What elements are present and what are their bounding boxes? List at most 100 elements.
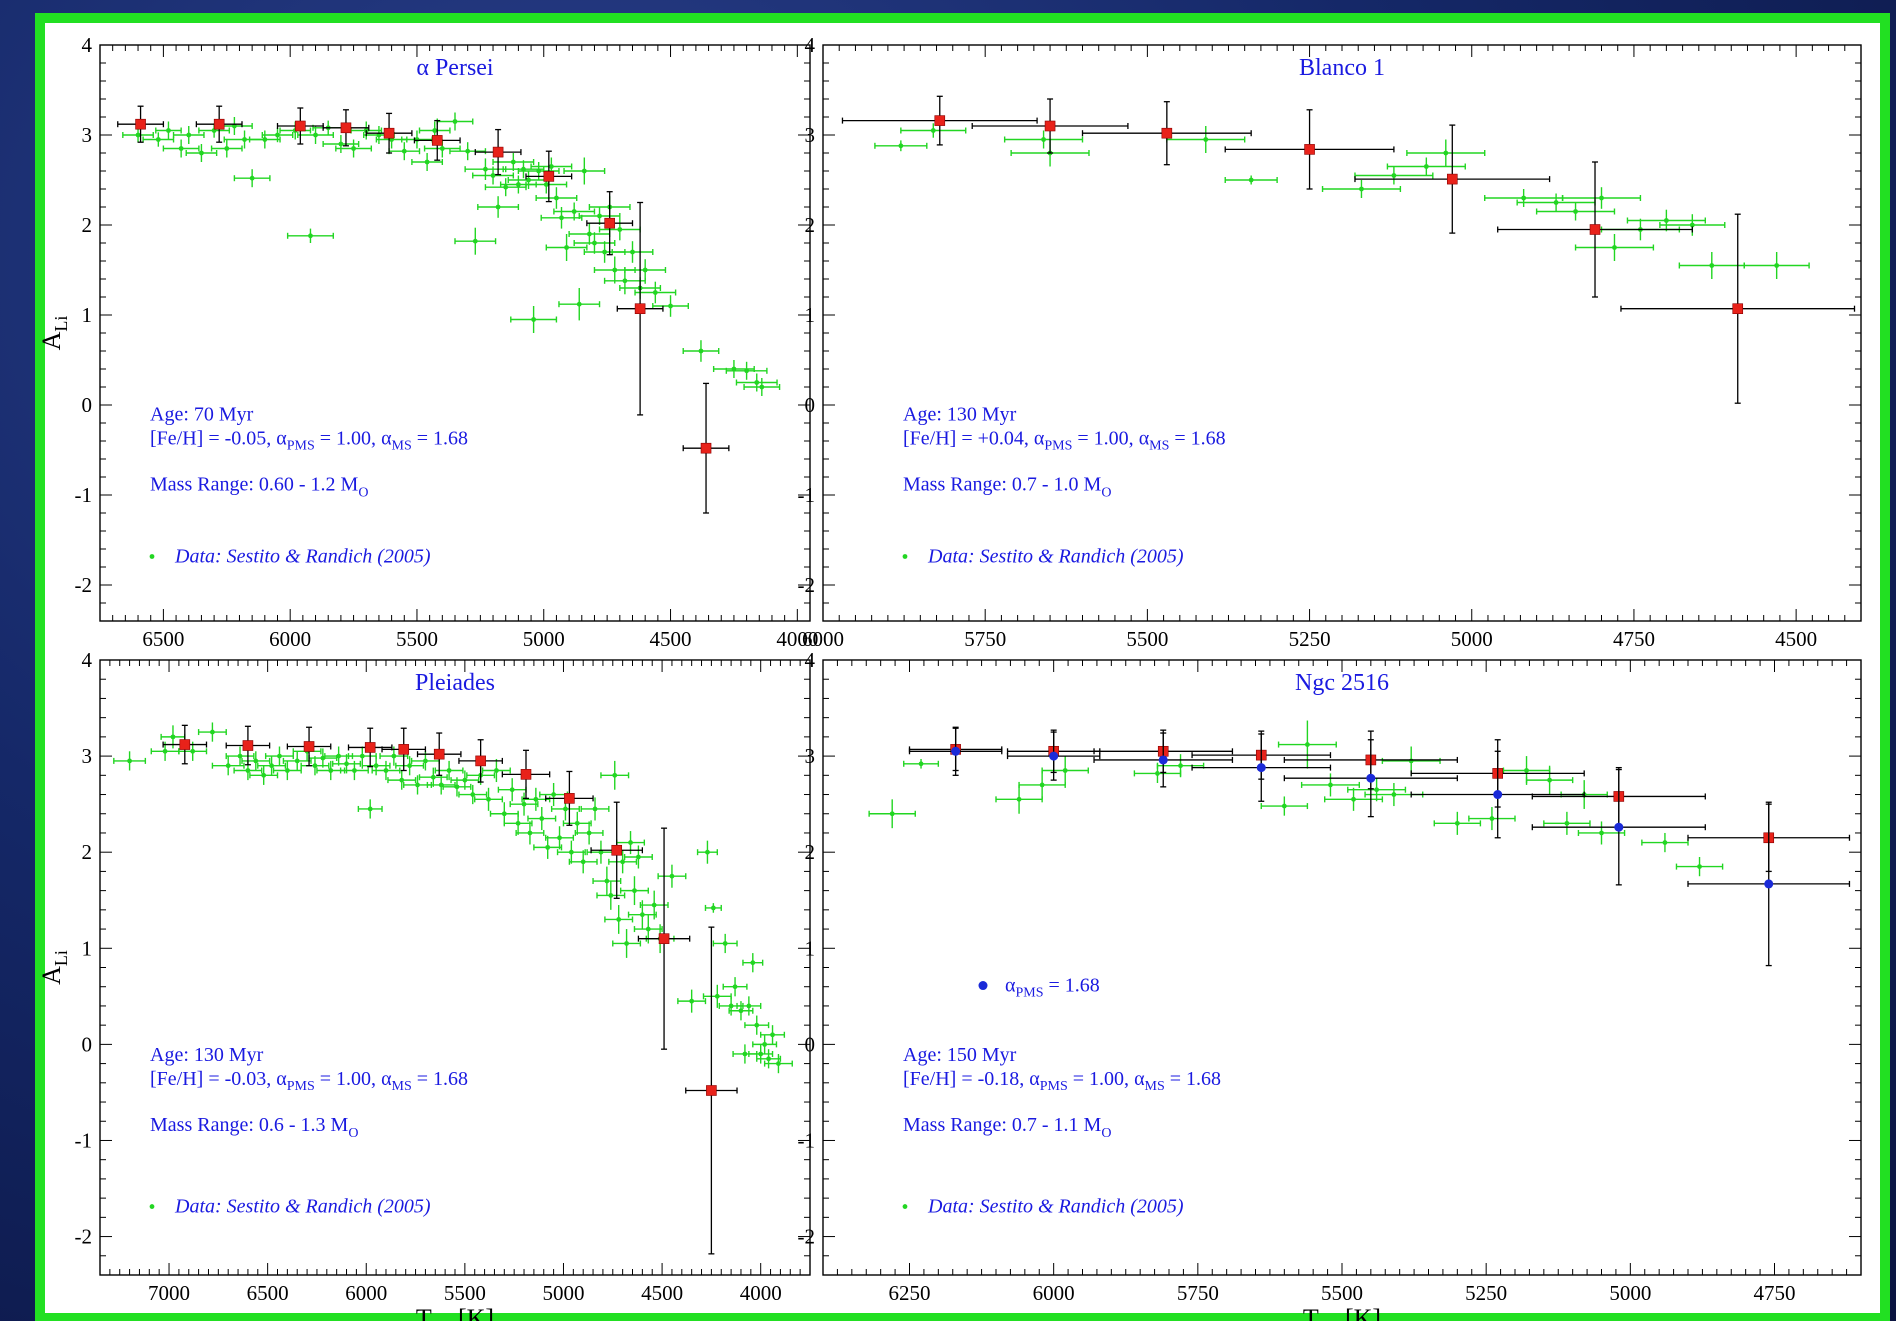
x-tick-label: 6000 [345, 1281, 387, 1305]
data-marker [190, 748, 196, 754]
data-point [371, 760, 401, 781]
data-point [450, 770, 480, 790]
data-marker [533, 796, 539, 802]
data-marker [275, 132, 280, 138]
data-marker [592, 240, 597, 246]
data-marker [253, 758, 259, 764]
data-point [1003, 130, 1084, 149]
data-marker [1599, 830, 1604, 836]
data-point [1743, 252, 1810, 279]
alpha-sub-pms: PMS [1044, 439, 1072, 454]
plot-border [99, 659, 811, 1276]
feh-text: [Fe/H] = -0.05, [150, 428, 276, 450]
model-point [637, 827, 691, 1050]
mass-range-sub: O [1101, 486, 1111, 501]
data-marker [401, 148, 407, 154]
data-marker [1521, 195, 1527, 201]
y-tick-label: -1 [798, 1128, 816, 1152]
data-point [612, 929, 642, 958]
panel-title: Ngc 2516 [1295, 670, 1389, 696]
data-marker [918, 761, 924, 767]
model-marker [383, 127, 395, 139]
alpha-symbol: α [1005, 975, 1016, 997]
data-marker [742, 1051, 748, 1057]
ticks [822, 659, 1862, 1276]
model-point [322, 109, 370, 147]
data-marker [617, 227, 623, 232]
data-point [652, 295, 689, 317]
data-legend-marker [149, 554, 155, 559]
data-marker [210, 729, 215, 735]
y-axis-label-sub: Li [51, 316, 71, 332]
data-marker [1662, 840, 1668, 845]
model-pms-point [1006, 731, 1101, 781]
model-marker [611, 844, 623, 856]
model-marker [604, 217, 615, 229]
series-data [868, 720, 1724, 877]
data-marker [722, 941, 728, 946]
data-marker [237, 753, 243, 759]
data-point [623, 845, 653, 869]
x-tick-label: 5500 [1321, 1281, 1363, 1305]
pms-model-marker [1764, 879, 1774, 889]
model-point [458, 739, 503, 783]
data-point [568, 850, 598, 874]
data-marker [608, 893, 614, 898]
series-model-pms [908, 726, 1851, 967]
data-marker [738, 1008, 744, 1014]
data-marker [527, 830, 533, 836]
x-axis-label-base: T [416, 1304, 432, 1321]
y-tick-label: 1 [805, 936, 816, 960]
data-point [682, 340, 720, 362]
mass-range-annotation: Mass Range: 0.6 - 1.3 MO [150, 1114, 358, 1141]
alpha-sub-ms: MS [1145, 1079, 1165, 1094]
data-point [503, 811, 533, 835]
model-marker [1161, 127, 1173, 139]
data-marker [162, 748, 168, 754]
y-tick-label: 4 [82, 648, 93, 672]
alpha-symbol: α [1139, 428, 1150, 450]
data-marker [415, 782, 420, 788]
data-point [322, 135, 360, 153]
data-point [449, 142, 487, 161]
data-point [558, 288, 601, 321]
data-marker [383, 768, 389, 773]
model-point [841, 95, 1038, 146]
data-point [539, 783, 569, 807]
data-point [210, 139, 243, 158]
data-marker [710, 905, 716, 911]
x-tick-label: 5250 [1289, 627, 1331, 651]
data-point [472, 166, 515, 185]
data-point [868, 799, 916, 829]
pms-model-marker [1256, 763, 1266, 773]
data-point [545, 234, 588, 261]
y-tick-label: 2 [805, 840, 816, 864]
mass-range-text: Mass Range: 0.6 - 1.3 M [150, 1114, 349, 1136]
data-point [604, 905, 634, 934]
data-marker [465, 148, 471, 154]
age-annotation: Age: 150 Myr [903, 1044, 1017, 1066]
data-marker [454, 784, 460, 790]
model-pms-point [1191, 733, 1332, 802]
data-marker [262, 137, 268, 142]
y-tick-label: -1 [75, 483, 93, 507]
data-marker [630, 249, 635, 255]
x-tick-label: 4750 [1754, 1281, 1796, 1305]
mass-range-annotation: Mass Range: 0.7 - 1.0 MO [903, 474, 1111, 501]
data-marker [1697, 864, 1702, 870]
y-tick-label: 0 [805, 1032, 816, 1056]
alpha-symbol: α [1034, 428, 1045, 450]
data-marker [622, 278, 628, 284]
pms-model-marker [951, 746, 961, 756]
feh-text: [Fe/H] = -0.03, [150, 1068, 276, 1090]
alpha-sub-pms: PMS [287, 439, 315, 454]
model-point [1224, 109, 1395, 190]
data-marker [728, 1003, 734, 1009]
data-marker [1016, 796, 1022, 802]
data-point [1406, 139, 1486, 167]
data-point [611, 241, 654, 263]
series-data [874, 123, 1810, 279]
x-tick-label: 4500 [650, 627, 692, 651]
data-point [241, 751, 271, 771]
